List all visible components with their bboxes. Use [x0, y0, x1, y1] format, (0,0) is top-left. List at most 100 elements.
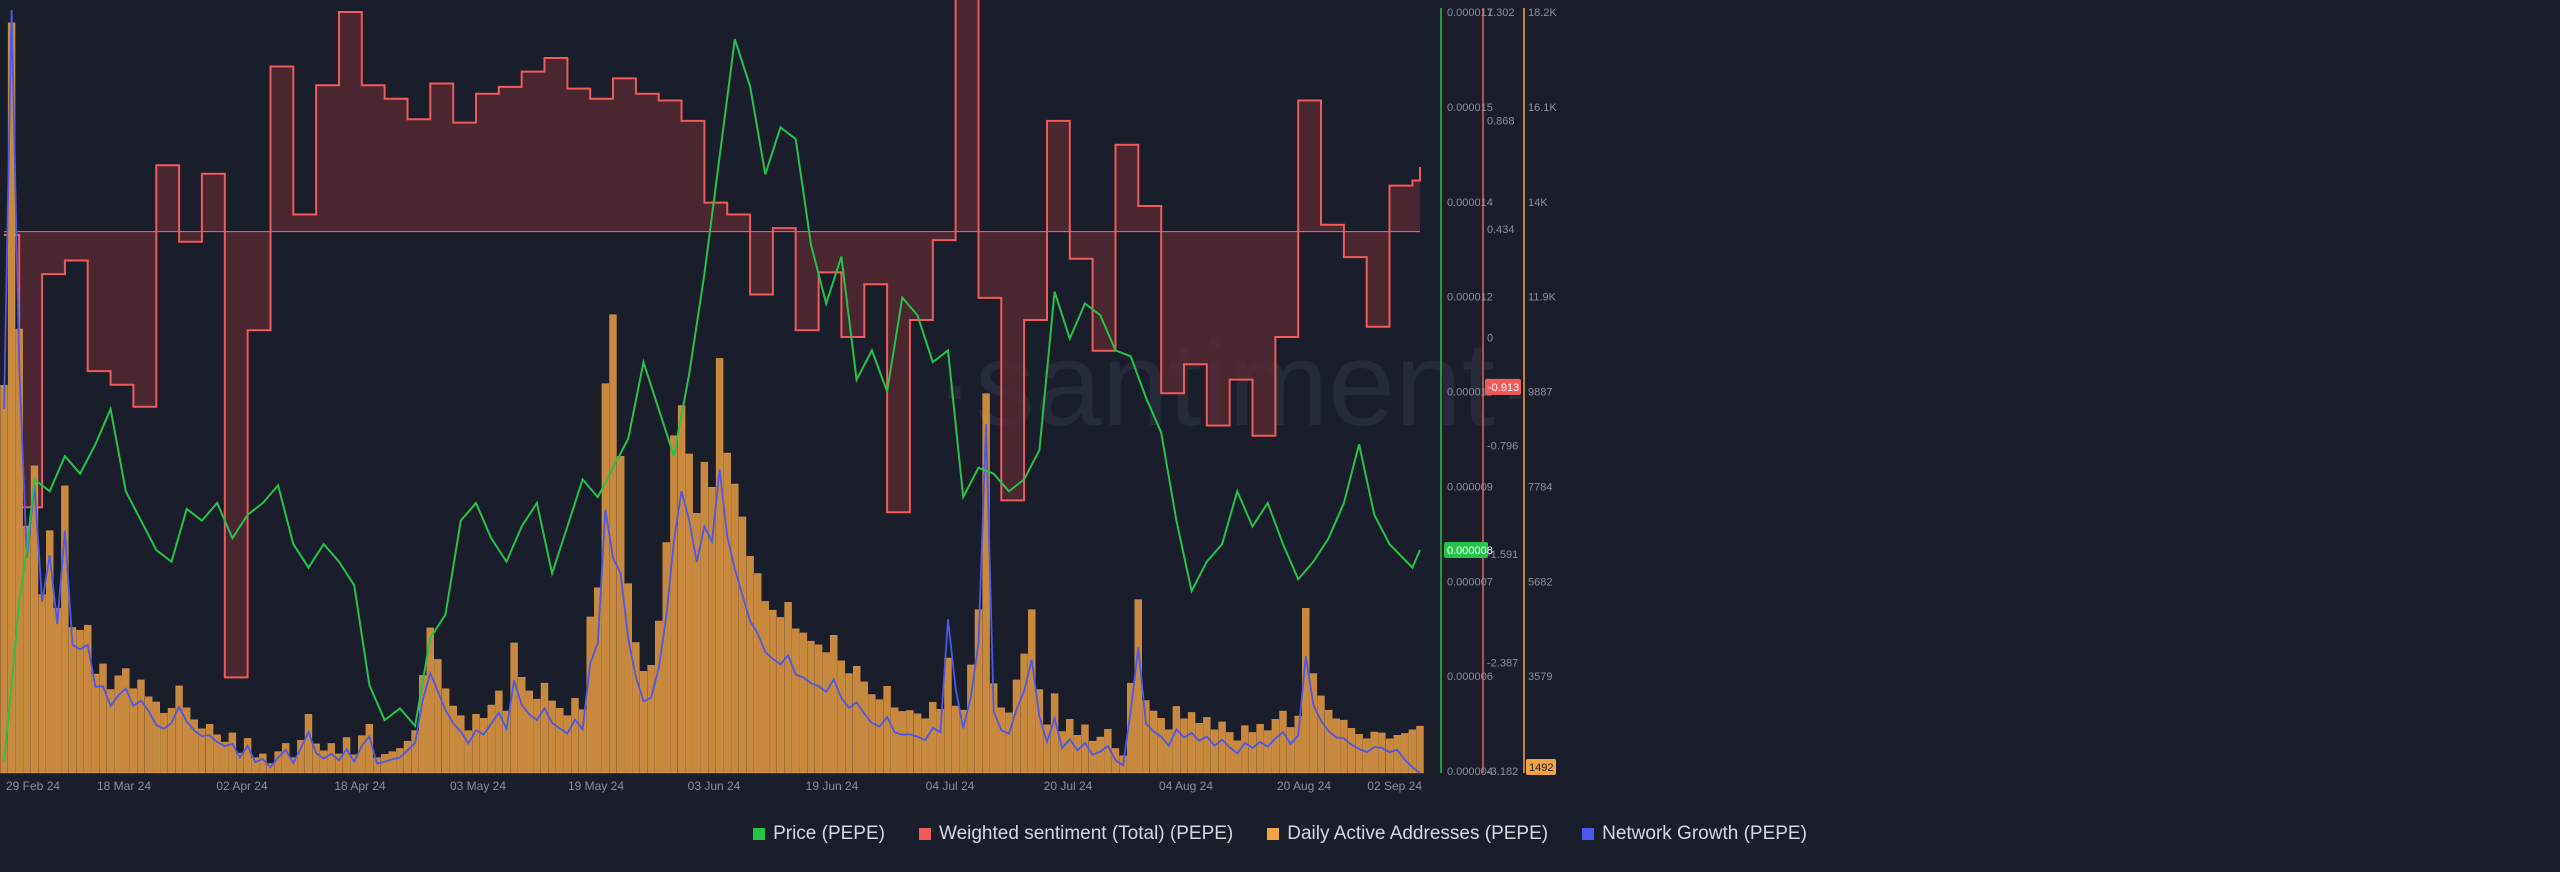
daa-bar [1073, 735, 1082, 774]
daa-bar [84, 624, 92, 774]
daa-bar [1187, 712, 1196, 774]
daa-bar [1225, 732, 1234, 774]
daa-bar [114, 675, 122, 774]
daa-bar [502, 710, 511, 774]
daa-bar [304, 714, 313, 774]
daa-bar [761, 601, 769, 774]
x-axis-tick: 18 Mar 24 [97, 779, 151, 793]
price-axis-tick: 0.000011 [1447, 387, 1492, 399]
daa-bar [556, 708, 564, 774]
daa-bar [1340, 719, 1348, 774]
daa-bar [1218, 721, 1226, 774]
x-axis-tick: 02 Sep 24 [1367, 779, 1422, 793]
daa-bar [487, 704, 495, 774]
daa-axis-tick: 7784 [1528, 481, 1552, 493]
daa-bar [23, 525, 31, 774]
daa-bar [822, 652, 830, 774]
legend-item-daa[interactable]: Daily Active Addresses (PEPE) [1267, 823, 1548, 845]
daa-bar [1408, 729, 1417, 774]
legend-item-network[interactable]: Network Growth (PEPE) [1582, 823, 1807, 845]
daa-bar [685, 453, 693, 774]
daa-current-badge-bg [1526, 759, 1556, 775]
daa-axis-tick: 18.2K [1528, 7, 1557, 19]
daa-bar [251, 757, 259, 774]
daa-bar [655, 620, 663, 774]
x-axis-tick: 20 Jul 24 [1044, 779, 1093, 793]
daa-bar [228, 732, 237, 774]
sentiment-axis-tick: 0.868 [1487, 115, 1515, 127]
daa-bar [38, 594, 46, 774]
daa-axis-tick: 3579 [1528, 671, 1552, 683]
daa-bar [586, 616, 594, 774]
daa-bar [221, 741, 229, 774]
x-axis-tick: 04 Aug 24 [1159, 779, 1213, 793]
daa-bar [632, 642, 640, 774]
x-axis: 29 Feb 24 18 Mar 24 02 Apr 24 18 Apr 24 03 M… [6, 779, 1422, 793]
daa-bar [312, 743, 320, 774]
sentiment-line [4, 0, 1421, 679]
sentiment-axis-tick: -0.796 [1487, 441, 1518, 453]
legend-label-daa: Daily Active Addresses (PEPE) [1287, 823, 1549, 844]
daa-bar [738, 516, 747, 774]
legend-item-price[interactable]: Price (PEPE) [753, 823, 885, 845]
daa-bar [967, 664, 975, 774]
daa-bar [617, 456, 625, 774]
daa-bar [1317, 695, 1325, 774]
daa-bar [959, 709, 967, 774]
daa-bar [1157, 718, 1165, 774]
daa-bar [449, 705, 457, 774]
daa-bar [609, 314, 617, 774]
daa-bar [259, 753, 267, 774]
daa-bar [441, 688, 450, 774]
daa-bar [129, 688, 138, 774]
daa-bar [883, 686, 891, 774]
x-axis-tick: 03 May 24 [450, 779, 506, 793]
daa-bar [76, 630, 84, 774]
daa-bar [457, 715, 465, 774]
daa-bar [891, 707, 899, 774]
daa-bar [1203, 717, 1211, 774]
daa-bar [510, 642, 518, 774]
legend-item-sentiment[interactable]: Weighted sentiment (Total) (PEPE) [918, 823, 1233, 845]
daa-bar [327, 743, 336, 774]
price-current-badge-text: 0.000008 [1447, 545, 1493, 557]
daa-current-badge: 1492 [1526, 759, 1556, 775]
daa-bar [921, 718, 929, 774]
legend-swatch-sentiment [918, 828, 931, 840]
daa-axis-tick: 11.9K [1528, 292, 1557, 304]
daa-bar [868, 694, 876, 774]
daa-bar [61, 485, 69, 774]
daa-bar [906, 710, 914, 774]
daa-bar [1058, 731, 1066, 774]
price-current-badge: 0.000008 [1444, 541, 1493, 558]
daa-bar [411, 730, 419, 774]
daa-bar [578, 709, 587, 774]
daa-bar [426, 627, 434, 774]
price-axis-tick: 0.000015 [1447, 102, 1493, 114]
x-axis-tick: 29 Feb 24 [6, 779, 60, 793]
right-axes: 0.000017 0.000015 0.000014 0.000012 0.000011… [1440, 7, 1557, 778]
daa-bar [814, 644, 823, 774]
daa-axis-tick: 16.1K [1528, 102, 1557, 114]
x-axis-tick: 04 Jul 24 [926, 779, 975, 793]
daa-bar [205, 724, 214, 774]
daa-bar [1096, 736, 1104, 774]
daa-bar [1020, 653, 1028, 774]
daa-bar [647, 665, 655, 774]
daa-bar [708, 487, 716, 774]
daa-bar [472, 714, 480, 774]
daa-axis-tick: 9887 [1528, 387, 1552, 399]
daa-bar [548, 700, 556, 774]
daa-bar [289, 757, 297, 774]
daa-bar [182, 707, 191, 774]
daa-bar [1401, 733, 1409, 774]
daa-bar [167, 708, 176, 774]
legend-swatch-daa [1267, 828, 1280, 840]
daa-bar [1271, 719, 1280, 774]
sentiment-axis-tick: 0.434 [1487, 224, 1515, 236]
daa-bar [776, 617, 785, 774]
daa-bar [944, 657, 952, 774]
legend: Price (PEPE) Weighted sentiment (Total) … [0, 818, 2560, 850]
